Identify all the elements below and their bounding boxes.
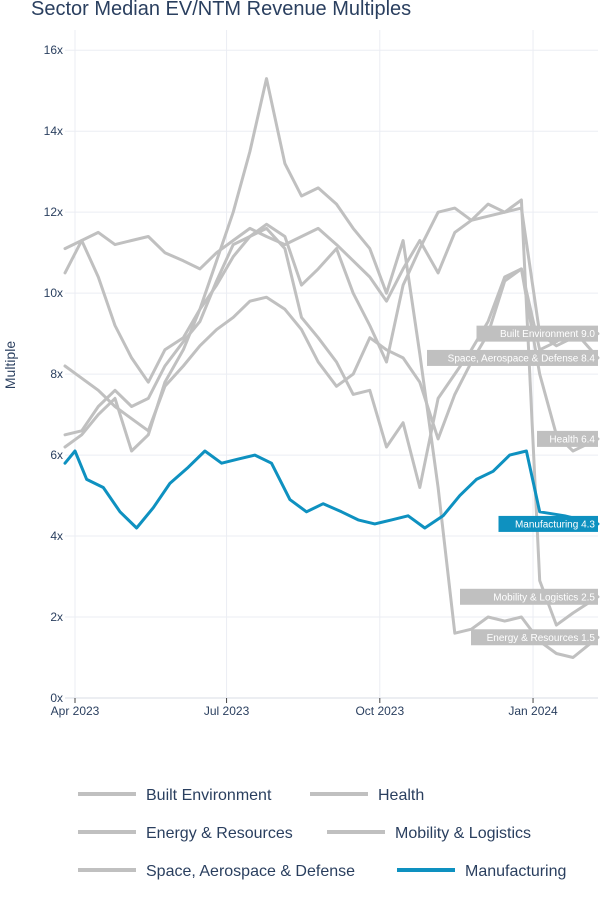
end-label-box: [498, 515, 598, 532]
end-label-built-environment: Built Environment 9.0: [476, 325, 598, 342]
y-tick-label: 14x: [44, 124, 63, 138]
end-label-text: Space, Aerospace & Defense 8.4: [448, 353, 596, 364]
series-line-manufacturing: [63, 449, 600, 530]
series-line-space-aerospace-defense: [63, 267, 600, 441]
legend-item-built-environment: Built Environment: [78, 787, 272, 804]
end-label-text: Energy & Resources 1.5: [487, 633, 596, 644]
y-tick-label: 0x: [50, 691, 63, 705]
series-lines: [63, 77, 600, 659]
legend-label: Space, Aerospace & Defense: [146, 863, 355, 880]
legend-item-health: Health: [310, 787, 424, 804]
legend-label: Energy & Resources: [146, 825, 293, 842]
end-label-box: [427, 349, 598, 366]
y-tick-label: 16x: [44, 43, 63, 57]
end-label-manufacturing: Manufacturing 4.3: [498, 515, 598, 532]
legend-item-mobility-logistics: Mobility & Logistics: [327, 825, 531, 842]
legend-item-energy-resources: Energy & Resources: [78, 825, 293, 842]
legend-label: Health: [378, 787, 424, 804]
legend: Built Environment Health Energy & Resource…: [78, 787, 566, 880]
end-label-text: Manufacturing 4.3: [515, 519, 595, 530]
legend-label: Manufacturing: [465, 863, 566, 880]
series-line-energy-resources: [63, 77, 600, 659]
end-label-box: [460, 588, 598, 605]
legend-item-space-aerospace-defense: Space, Aerospace & Defense: [78, 863, 355, 880]
end-labels: Built Environment 9.0 Health 6.4 Energy & …: [427, 325, 598, 646]
end-label-mobility-logistics: Mobility & Logistics 2.5: [460, 588, 598, 605]
end-label-box: [537, 430, 598, 447]
end-label-space-aerospace-defense: Space, Aerospace & Defense 8.4: [427, 349, 598, 366]
y-tick-label: 10x: [44, 286, 63, 300]
end-label-health: Health 6.4: [537, 430, 598, 447]
y-axis: 0x 2x 4x 6x 8x 10x 12x 14x 16x: [44, 43, 63, 705]
y-tick-label: 4x: [50, 529, 63, 543]
x-tick-label: Jul 2023: [204, 704, 250, 718]
legend-label: Mobility & Logistics: [395, 825, 531, 842]
end-label-energy-resources: Energy & Resources 1.5: [471, 629, 598, 646]
y-tick-label: 2x: [50, 610, 63, 624]
y-tick-label: 12x: [44, 205, 63, 219]
x-axis: Apr 2023 Jul 2023 Oct 2023 Jan 2024: [51, 698, 558, 718]
end-label-box: [476, 325, 598, 342]
series-line-mobility-logistics: [63, 198, 600, 627]
chart-title: Sector Median EV/NTM Revenue Multiples: [31, 0, 411, 20]
x-tick-label: Oct 2023: [355, 704, 404, 718]
x-tick-label: Apr 2023: [51, 704, 100, 718]
series-line-built-environment: [63, 206, 600, 437]
y-tick-label: 6x: [50, 448, 63, 462]
legend-label: Built Environment: [146, 787, 272, 804]
end-label-text: Health 6.4: [549, 434, 595, 445]
end-label-text: Mobility & Logistics 2.5: [493, 592, 595, 603]
x-tick-label: Jan 2024: [508, 704, 558, 718]
end-label-text: Built Environment 9.0: [500, 329, 595, 340]
end-label-box: [471, 629, 598, 646]
y-axis-label: Multiple: [2, 341, 18, 389]
y-tick-label: 8x: [50, 367, 63, 381]
legend-item-manufacturing: Manufacturing: [397, 863, 566, 880]
